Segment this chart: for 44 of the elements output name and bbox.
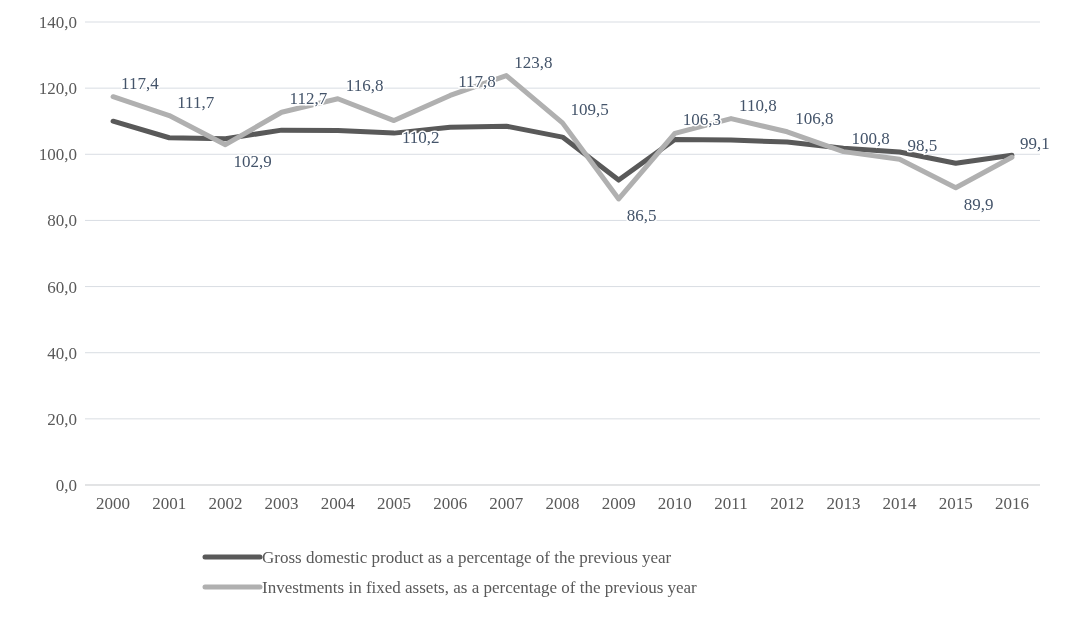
x-tick-label: 2014 [882, 494, 918, 513]
data-label: 86,5 [626, 205, 657, 225]
y-tick-label: 140,0 [38, 12, 77, 32]
y-tick-label: 60,0 [47, 277, 77, 297]
x-tick-label: 2010 [657, 494, 692, 513]
y-tick-label: 80,0 [47, 211, 77, 231]
data-label: 89,9 [963, 194, 994, 214]
x-tick-label: 2009 [601, 494, 636, 513]
legend-label: Investments in fixed assets, as a percentage of the previous year [262, 577, 698, 597]
data-label: 110,2 [401, 127, 440, 147]
x-tick-label: 2000 [96, 494, 131, 513]
data-label: 100,8 [851, 128, 890, 148]
data-label: 99,1 [1019, 134, 1050, 154]
x-tick-label: 2016 [994, 494, 1029, 513]
data-label: 98,5 [907, 136, 938, 156]
data-label: 106,8 [795, 108, 834, 128]
data-label: 109,5 [570, 99, 609, 119]
data-label: 106,3 [682, 110, 722, 130]
x-tick-label: 2004 [320, 494, 356, 513]
x-tick-label: 2012 [770, 494, 805, 513]
data-label: 110,8 [739, 95, 777, 115]
x-tick-label: 2002 [208, 494, 243, 513]
data-label: 112,7 [289, 89, 328, 109]
legend-label: Gross domestic product as a percentage of the previous year [262, 547, 672, 567]
x-tick-label: 2003 [264, 494, 299, 513]
x-tick-label: 2015 [938, 494, 973, 513]
x-tick-label: 2006 [433, 494, 468, 513]
x-tick-label: 2001 [152, 494, 187, 513]
y-tick-label: 40,0 [47, 343, 77, 363]
x-tick-label: 2013 [826, 494, 861, 513]
data-label: 117,4 [121, 73, 160, 93]
y-tick-label: 0,0 [55, 475, 77, 495]
x-tick-label: 2007 [489, 494, 524, 513]
x-tick-label: 2005 [376, 494, 411, 513]
y-tick-label: 120,0 [38, 79, 77, 99]
data-label: 117,8 [458, 72, 496, 92]
y-tick-label: 100,0 [38, 145, 77, 165]
x-tick-label: 2011 [714, 494, 748, 513]
y-tick-label: 20,0 [47, 409, 77, 429]
data-label: 123,8 [514, 52, 553, 72]
x-tick-label: 2008 [545, 494, 580, 513]
data-label: 102,9 [233, 151, 272, 171]
data-label: 111,7 [177, 92, 215, 112]
data-label: 116,8 [345, 75, 384, 95]
